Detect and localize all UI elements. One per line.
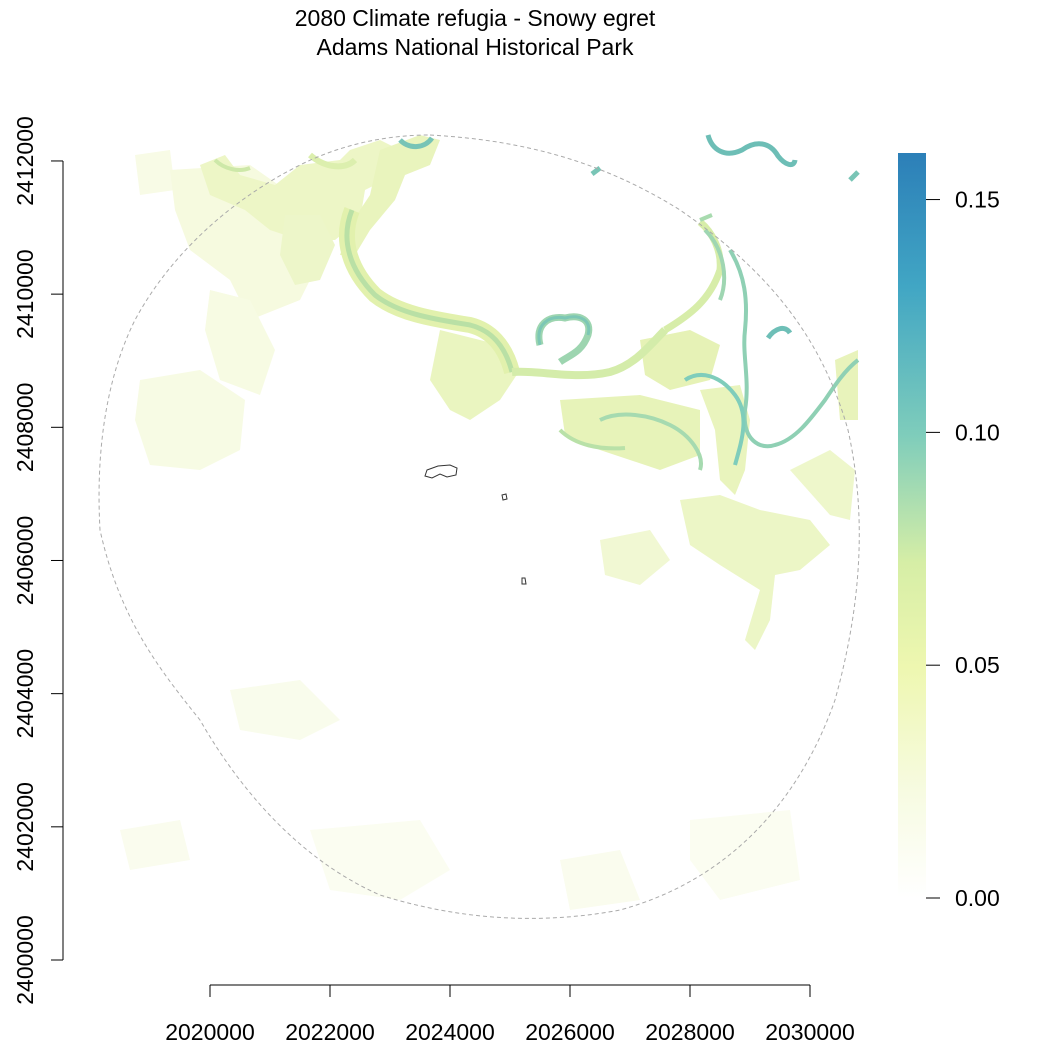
x-tick-label: 2020000 <box>165 1019 255 1045</box>
channel-shoreline <box>599 412 703 471</box>
channel-shoreline <box>848 170 860 182</box>
refugia-patch <box>340 135 440 255</box>
refugia-patch <box>790 450 855 520</box>
channel-shoreline <box>683 373 746 466</box>
color-legend: 0.00 0.05 0.10 0.15 <box>898 153 1000 911</box>
channel-shoreline <box>765 325 793 340</box>
refugia-patch <box>120 820 190 870</box>
channel-shoreline <box>213 158 251 172</box>
legend-tick-label: 0.15 <box>955 187 1000 213</box>
y-tick-label: 2408000 <box>12 383 38 473</box>
refugia-patch <box>680 495 830 650</box>
shoreline-band <box>344 209 515 373</box>
y-tick-label: 2410000 <box>12 249 38 339</box>
refugia-patch <box>280 215 335 285</box>
refugia-patch <box>560 395 700 470</box>
legend-tick-label: 0.05 <box>955 652 1000 678</box>
cove-shoreline <box>537 315 591 346</box>
map-title: 2080 Climate refugia - Snowy egret Adams… <box>0 4 950 62</box>
y-tick-label: 2402000 <box>12 782 38 872</box>
legend-colorbar <box>898 153 926 898</box>
refugia-patch <box>230 680 340 740</box>
shoreline-band <box>511 327 668 380</box>
y-axis: 2400000 2402000 2404000 2406000 2408000 24100… <box>12 116 64 1005</box>
refugia-patch <box>690 810 800 900</box>
y-tick-label: 2406000 <box>12 516 38 606</box>
x-axis: 2020000 2022000 2024000 2026000 2028000 20300… <box>165 984 855 1045</box>
channel-shoreline <box>308 152 358 170</box>
cove-shoreline <box>535 313 593 365</box>
refugia-patch <box>135 370 245 470</box>
park-buffer-outline <box>98 134 860 919</box>
legend-tick-label: 0.00 <box>955 885 1000 911</box>
legend-ticks: 0.00 0.05 0.10 0.15 <box>926 187 1000 911</box>
y-tick-label: 2404000 <box>12 649 38 739</box>
channel-shoreline <box>558 428 626 451</box>
channel-shoreline <box>699 213 713 222</box>
park-unit-outline <box>424 464 458 479</box>
park-boundary <box>424 464 527 585</box>
refugia-patch <box>700 385 750 495</box>
channel-shoreline <box>590 166 602 176</box>
refugia-patch <box>560 850 640 910</box>
x-tick-label: 2030000 <box>765 1019 855 1045</box>
y-tick-label: 2412000 <box>12 116 38 206</box>
x-tick-label: 2022000 <box>285 1019 375 1045</box>
channel-shoreline <box>705 134 798 168</box>
park-unit-outline <box>501 493 508 501</box>
refugia-patch <box>310 820 450 900</box>
map-title-line-1: 2080 Climate refugia - Snowy egret <box>294 5 656 31</box>
refugia-patch <box>135 150 175 195</box>
park-unit-outline <box>521 577 527 585</box>
map-title-line-2: Adams National Historical Park <box>316 34 634 60</box>
shoreline-band <box>703 228 727 301</box>
legend-tick-label: 0.10 <box>955 419 1000 445</box>
x-tick-label: 2024000 <box>405 1019 495 1045</box>
refugia-raster <box>120 134 860 910</box>
y-tick-label: 2400000 <box>12 915 38 1005</box>
x-tick-label: 2028000 <box>645 1019 735 1045</box>
channel-shoreline <box>398 136 435 149</box>
x-tick-label: 2026000 <box>525 1019 615 1045</box>
channel-shoreline <box>728 248 860 449</box>
refugia-patch <box>600 530 670 585</box>
refugia-patch <box>205 290 275 395</box>
